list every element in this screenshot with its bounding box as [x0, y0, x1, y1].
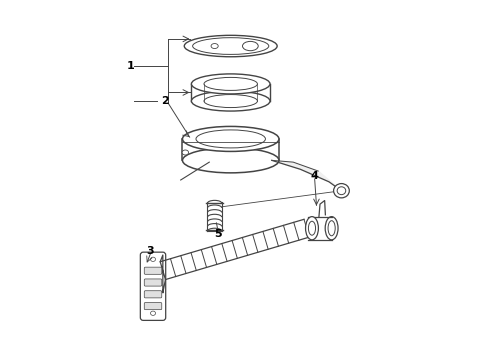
- FancyBboxPatch shape: [144, 302, 162, 310]
- Ellipse shape: [306, 217, 318, 240]
- Ellipse shape: [192, 91, 270, 111]
- Ellipse shape: [211, 44, 218, 49]
- Ellipse shape: [150, 311, 155, 315]
- Ellipse shape: [334, 184, 349, 198]
- Ellipse shape: [328, 221, 335, 236]
- Ellipse shape: [182, 150, 189, 155]
- Ellipse shape: [193, 38, 269, 54]
- Ellipse shape: [337, 187, 346, 195]
- Text: 3: 3: [147, 247, 154, 256]
- FancyBboxPatch shape: [144, 291, 162, 298]
- Ellipse shape: [184, 35, 277, 57]
- Ellipse shape: [192, 74, 270, 94]
- FancyBboxPatch shape: [144, 279, 162, 286]
- Ellipse shape: [196, 130, 266, 148]
- Ellipse shape: [182, 126, 279, 152]
- Ellipse shape: [182, 148, 279, 173]
- Bar: [308, 217, 335, 240]
- Ellipse shape: [243, 41, 258, 51]
- Ellipse shape: [204, 95, 257, 108]
- Ellipse shape: [325, 217, 338, 240]
- Ellipse shape: [308, 221, 316, 235]
- Text: 2: 2: [161, 96, 169, 107]
- Bar: [192, 84, 270, 101]
- Bar: [182, 139, 279, 160]
- Text: 4: 4: [311, 171, 319, 181]
- Polygon shape: [160, 255, 166, 293]
- Polygon shape: [272, 160, 342, 191]
- Text: 1: 1: [127, 61, 135, 71]
- FancyBboxPatch shape: [140, 252, 166, 320]
- Ellipse shape: [204, 77, 257, 90]
- Text: 5: 5: [215, 229, 222, 239]
- Ellipse shape: [150, 257, 155, 261]
- FancyBboxPatch shape: [144, 267, 162, 274]
